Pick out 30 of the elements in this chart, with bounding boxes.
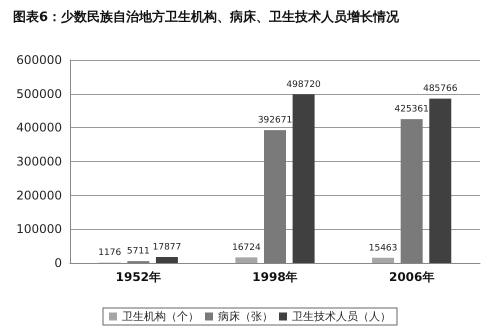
bar [235,257,258,263]
x-tick-label: 1998年 [252,270,298,284]
bar [264,130,286,263]
y-tick-label: 300000 [16,154,62,168]
x-tick-label: 1952年 [116,270,162,284]
data-label: 392671 [258,116,292,126]
y-tick-label: 100000 [16,222,62,236]
data-label: 485766 [423,84,458,94]
data-label: 1176 [98,248,122,258]
bar [400,119,423,263]
legend-label: 病床（张） [218,310,273,323]
bar [372,258,394,263]
chart-title: 图表6：少数民族自治地方卫生机构、病床、卫生技术人员增长情况 [13,9,400,25]
data-label: 498720 [286,80,322,90]
data-label: 15463 [368,243,398,254]
y-tick-label: 200000 [16,188,62,202]
y-tick-label: 500000 [16,86,62,101]
bar [429,98,452,263]
y-tick-label: 400000 [16,120,62,135]
y-tick-label: 0 [54,256,62,270]
bar [156,256,178,263]
data-label: 16724 [232,242,261,253]
data-label: 425361 [394,104,429,115]
legend-label: 卫生技术人员（人） [292,310,391,323]
legend-label: 卫生机构（个） [122,310,199,323]
x-tick-label: 2006年 [388,270,434,284]
data-label: 5711 [126,246,150,257]
y-tick-label: 600000 [16,53,62,67]
data-label: 17877 [152,242,182,252]
bar [292,94,315,263]
